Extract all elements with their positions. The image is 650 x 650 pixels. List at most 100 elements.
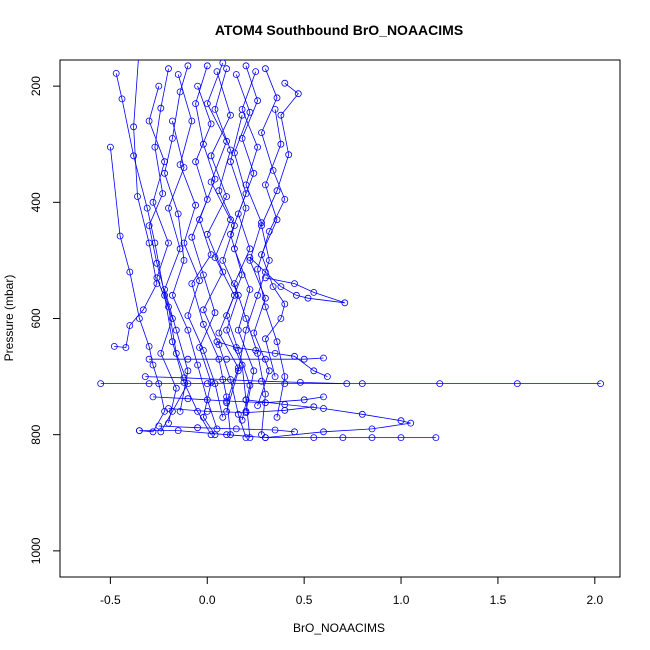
data-point-9-6 xyxy=(265,256,273,264)
data-point-25-1 xyxy=(184,395,192,403)
data-point-5-2 xyxy=(199,140,207,148)
data-point-11-2 xyxy=(207,152,215,160)
data-point-18-0 xyxy=(238,111,246,119)
y-axis: 200 400 600 800 1000 xyxy=(29,76,61,564)
data-point-6-5 xyxy=(219,256,227,264)
data-point-7-7 xyxy=(242,315,250,322)
data-point-18-6 xyxy=(250,367,258,375)
data-point-11-6 xyxy=(199,306,207,314)
data-point-21-4 xyxy=(358,380,366,388)
data-point-22-8 xyxy=(432,434,440,442)
data-point-1-2 xyxy=(126,268,134,276)
data-point-2-5 xyxy=(139,306,147,314)
data-point-21-1 xyxy=(145,380,153,388)
data-point-10-5 xyxy=(196,277,203,285)
data-point-0-3 xyxy=(143,204,151,212)
profile-line-4 xyxy=(164,65,218,430)
data-point-16-8 xyxy=(234,364,242,372)
data-point-15-9 xyxy=(199,413,207,421)
data-point-28-0 xyxy=(155,422,163,430)
data-point-13-4 xyxy=(227,230,234,238)
data-point-28-4 xyxy=(291,428,298,436)
data-point-20-2 xyxy=(277,283,285,291)
data-point-6-0 xyxy=(223,65,231,73)
data-point-23-7 xyxy=(320,428,327,436)
profile-line-10 xyxy=(177,74,224,418)
profile-line-27 xyxy=(145,376,347,384)
data-point-9-1 xyxy=(294,90,302,98)
data-point-28-1 xyxy=(194,424,202,432)
data-point-17-2 xyxy=(261,181,269,189)
data-point-16-9 xyxy=(223,399,231,407)
data-layer xyxy=(97,43,604,442)
data-point-7-5 xyxy=(246,245,254,253)
data-point-8-8 xyxy=(273,338,281,346)
data-point-15-0 xyxy=(194,82,202,90)
data-point-21-7 xyxy=(597,380,604,388)
profile-line-28 xyxy=(158,425,295,433)
data-point-13-8 xyxy=(246,381,254,389)
data-point-24-5 xyxy=(320,354,327,362)
data-point-16-7 xyxy=(215,329,223,337)
data-point-22-1 xyxy=(174,427,182,435)
data-point-2-0 xyxy=(136,43,142,49)
data-point-25-3 xyxy=(261,399,269,407)
data-point-8-3 xyxy=(269,166,277,174)
data-point-1-0 xyxy=(107,143,114,151)
data-point-16-5 xyxy=(211,254,219,261)
data-point-16-6 xyxy=(230,291,238,299)
profile-line-17 xyxy=(261,109,286,377)
data-point-6-10 xyxy=(246,434,254,442)
data-point-17-8 xyxy=(261,335,269,343)
profile-line-18 xyxy=(230,115,255,412)
data-point-14-6 xyxy=(261,294,269,302)
data-point-2-8 xyxy=(110,342,118,350)
data-point-3-10 xyxy=(157,428,165,436)
data-point-3-0 xyxy=(165,65,172,73)
data-point-0-0 xyxy=(112,70,120,77)
data-point-12-3 xyxy=(149,198,157,206)
data-point-17-3 xyxy=(273,216,281,224)
data-point-29-3 xyxy=(271,349,279,357)
data-point-15-10 xyxy=(211,431,219,439)
data-point-28-3 xyxy=(271,426,279,434)
data-point-2-1 xyxy=(130,123,138,131)
data-point-27-1 xyxy=(180,374,188,382)
data-point-13-9 xyxy=(238,416,246,424)
data-point-16-0 xyxy=(219,60,227,67)
data-point-25-2 xyxy=(223,397,231,405)
data-point-5-6 xyxy=(188,280,196,288)
data-point-0-2 xyxy=(130,152,138,160)
data-point-5-0 xyxy=(203,62,211,70)
data-point-16-2 xyxy=(223,137,231,145)
chart-title: ATOM4 Southbound BrO_NOAACIMS xyxy=(215,22,463,38)
data-point-20-0 xyxy=(246,254,254,261)
profile-line-29 xyxy=(216,341,328,377)
data-point-23-6 xyxy=(368,425,376,433)
profile-line-1 xyxy=(110,147,166,433)
data-point-1-3 xyxy=(135,315,143,322)
data-point-15-6 xyxy=(211,309,219,317)
data-point-14-2 xyxy=(254,143,262,151)
y-axis-label: Pressure (mbar) xyxy=(2,275,16,362)
data-point-26-0 xyxy=(165,405,172,412)
profile-line-15 xyxy=(191,85,216,435)
profile-line-8 xyxy=(257,68,286,418)
data-point-6-6 xyxy=(234,291,242,299)
data-point-21-5 xyxy=(436,380,444,388)
data-point-13-0 xyxy=(232,71,240,78)
data-point-6-1 xyxy=(211,106,219,113)
data-point-9-4 xyxy=(273,187,281,195)
data-point-2-6 xyxy=(126,322,134,329)
data-point-2-3 xyxy=(145,239,153,247)
data-point-19-1 xyxy=(180,164,188,171)
data-point-7-0 xyxy=(242,62,250,70)
data-point-17-5 xyxy=(269,283,277,291)
data-point-0-9 xyxy=(207,431,215,439)
data-point-20-5 xyxy=(341,299,349,307)
data-point-29-2 xyxy=(252,346,260,354)
y-tick-label-3: 800 xyxy=(29,424,43,444)
data-point-5-7 xyxy=(199,320,207,328)
data-point-15-5 xyxy=(199,271,207,279)
data-point-23-2 xyxy=(320,405,327,412)
